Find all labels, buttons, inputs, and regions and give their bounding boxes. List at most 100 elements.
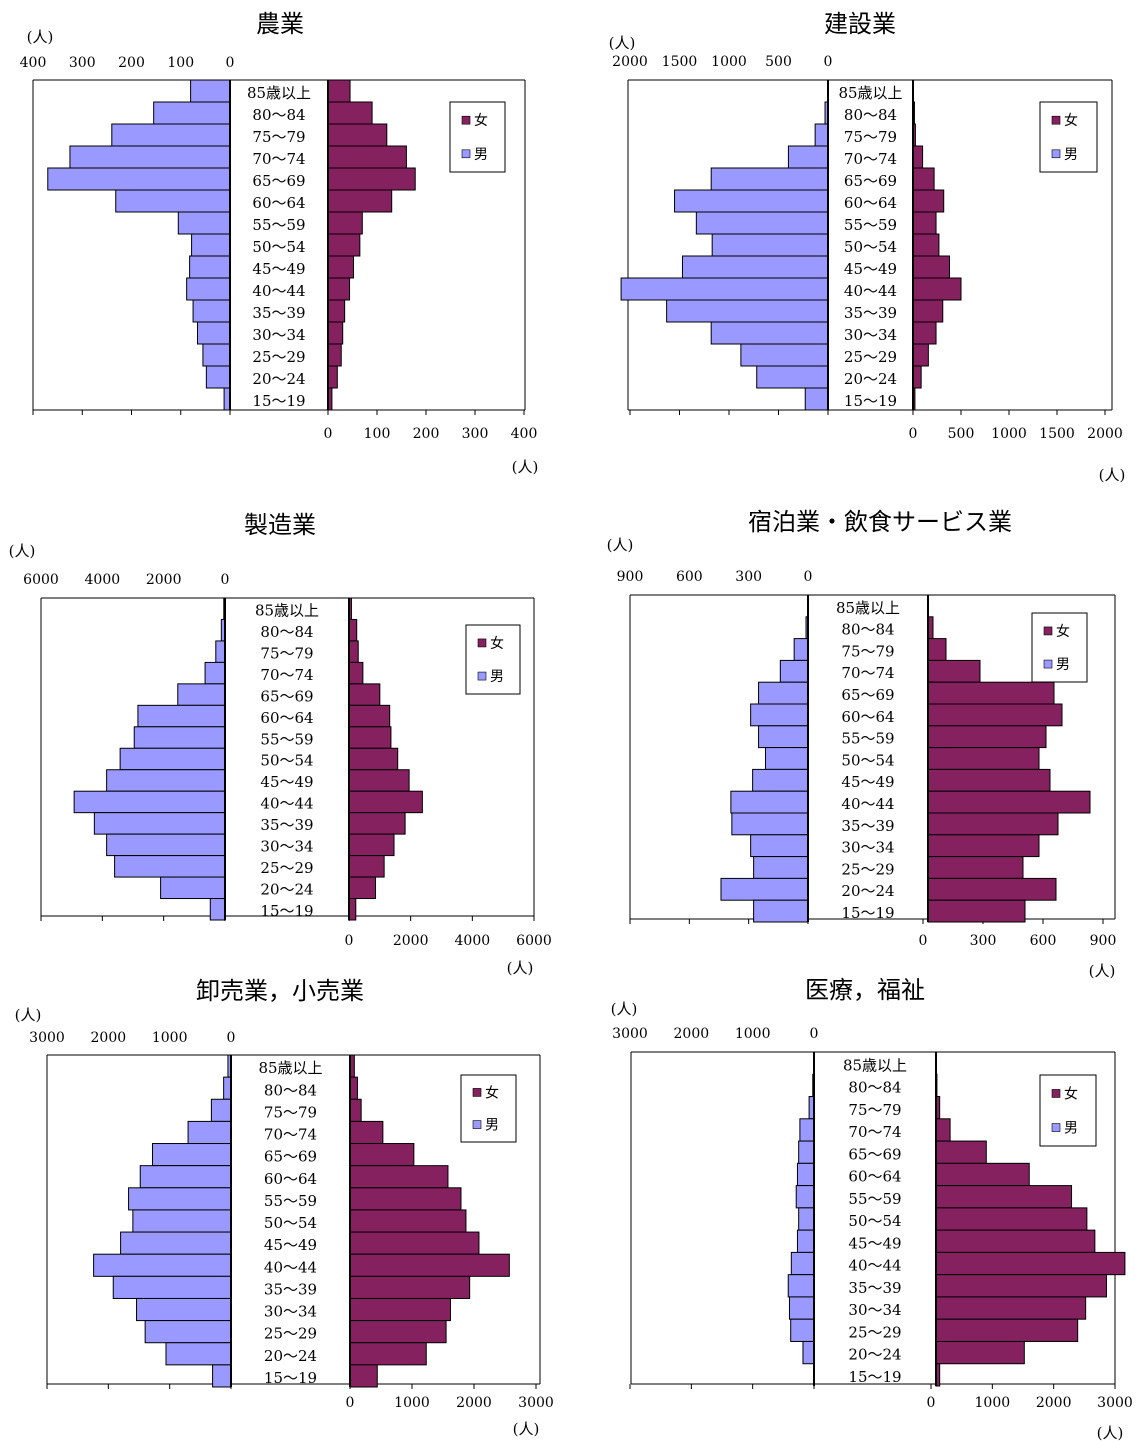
- female-bar: [349, 1165, 449, 1189]
- age-group-label: 15～19: [252, 392, 305, 410]
- unit-label-bottom: (人): [1099, 466, 1126, 484]
- legend-female-label: 女: [1064, 112, 1078, 129]
- legend-male-swatch: [1051, 149, 1061, 159]
- legend-female-label: 女: [1056, 623, 1070, 640]
- legend-male-label: 男: [490, 669, 504, 685]
- female-bar: [348, 726, 392, 749]
- age-group-label: 60～64: [252, 194, 305, 212]
- female-axis-tick: 0: [919, 933, 928, 949]
- male-bar: [720, 877, 809, 901]
- male-bar: [798, 1207, 815, 1231]
- age-group-label: 35～39: [260, 816, 313, 834]
- male-bar: [177, 211, 231, 235]
- pyramid-chart-5: 卸売業，小売業 (人) (人) 3000 2000 1000 0 0 1000 2000 3000 8…: [15, 977, 554, 1438]
- age-group-label: 45～49: [264, 1236, 317, 1254]
- male-axis-tick: 1500: [662, 54, 698, 70]
- female-bar: [912, 145, 924, 169]
- age-group-label: 70～74: [260, 666, 313, 684]
- chart-title: 医療，福祉: [805, 976, 925, 1004]
- male-axis-tick: 3000: [612, 1026, 648, 1042]
- male-axis-tick: 1000: [735, 1026, 771, 1042]
- female-bar: [348, 661, 364, 685]
- legend-box: [460, 1074, 517, 1143]
- female-bar: [349, 1320, 447, 1344]
- legend-female-label: 女: [490, 635, 504, 652]
- age-group-label: 85歳以上: [843, 1056, 907, 1074]
- age-group-label: 55～59: [260, 730, 313, 748]
- legend-male-swatch: [1051, 1123, 1061, 1132]
- female-bar: [348, 747, 399, 771]
- female-bar: [349, 1342, 427, 1366]
- age-group-label: 30～34: [844, 326, 897, 344]
- female-bar: [935, 1162, 1030, 1187]
- age-group-label: 65～69: [260, 687, 313, 705]
- legend-female-swatch: [1051, 115, 1061, 125]
- male-bar: [210, 1098, 232, 1122]
- female-bar: [912, 321, 937, 345]
- age-group-label: 30～34: [252, 326, 305, 344]
- age-group-label: 85歳以上: [836, 599, 900, 617]
- male-bar: [137, 704, 226, 728]
- male-bar: [93, 1253, 232, 1277]
- age-group-label: 85歳以上: [838, 84, 902, 102]
- age-group-label: 25～29: [252, 348, 305, 366]
- age-group-label: 35～39: [844, 304, 897, 322]
- age-group-label: 40～44: [260, 795, 313, 813]
- female-axis-tick: 6000: [516, 933, 552, 949]
- female-bar: [327, 343, 342, 367]
- age-group-label: 40～44: [252, 282, 305, 300]
- female-bar: [327, 277, 351, 301]
- male-bar: [190, 79, 231, 103]
- age-group-label: 70～74: [841, 664, 894, 682]
- female-bar: [348, 618, 358, 642]
- male-bar: [793, 638, 809, 661]
- legend-male-label: 男: [1056, 657, 1070, 673]
- female-bar: [349, 1275, 471, 1299]
- age-group-label: 40～44: [264, 1258, 317, 1276]
- male-axis-tick: 600: [676, 569, 703, 585]
- female-bar: [935, 1118, 951, 1142]
- age-group-label: 75～79: [848, 1101, 901, 1119]
- male-bar: [666, 299, 829, 323]
- age-group-label: 80～84: [841, 621, 894, 639]
- male-bar: [756, 365, 829, 389]
- age-group-label: 25～29: [844, 348, 897, 366]
- male-bar: [73, 790, 226, 814]
- female-axis-tick: 400: [511, 426, 538, 442]
- male-bar: [787, 1274, 815, 1298]
- age-group-label: 65～69: [848, 1145, 901, 1163]
- female-bar: [327, 299, 346, 323]
- male-bar: [620, 277, 829, 301]
- legend: 女男: [460, 1074, 517, 1143]
- legend: 女男: [1031, 612, 1088, 683]
- age-group-label: 25～29: [260, 859, 313, 877]
- female-bar: [927, 725, 1047, 749]
- legend: 女男: [449, 101, 506, 173]
- female-bar: [927, 638, 947, 661]
- legend: 女男: [1039, 101, 1098, 173]
- age-group-label: 40～44: [844, 282, 897, 300]
- female-bar: [927, 834, 1040, 858]
- female-axis-tick: 1500: [1039, 426, 1075, 442]
- legend-male-swatch: [477, 671, 487, 681]
- age-group-label: 45～49: [848, 1234, 901, 1252]
- age-group-label: 40～44: [848, 1257, 901, 1275]
- male-axis-tick: 6000: [23, 572, 59, 588]
- male-axis-tick: 500: [765, 54, 792, 70]
- male-axis-tick: 0: [226, 55, 235, 71]
- legend-male-swatch: [1043, 659, 1053, 669]
- male-bar: [189, 255, 231, 279]
- age-group-label: 15～19: [260, 902, 313, 920]
- female-bar: [349, 1231, 480, 1255]
- legend-female-label: 女: [485, 1084, 499, 1101]
- female-bar: [935, 1318, 1079, 1342]
- age-group-label: 40～44: [841, 795, 894, 813]
- female-axis-tick: 0: [909, 426, 918, 442]
- male-bar: [796, 1229, 815, 1253]
- female-axis-tick: 2000: [1087, 426, 1123, 442]
- female-axis-tick: 0: [346, 1395, 355, 1411]
- female-bar: [935, 1251, 1126, 1276]
- male-bar: [758, 681, 809, 705]
- age-group-label: 65～69: [252, 172, 305, 190]
- male-bar: [695, 211, 829, 235]
